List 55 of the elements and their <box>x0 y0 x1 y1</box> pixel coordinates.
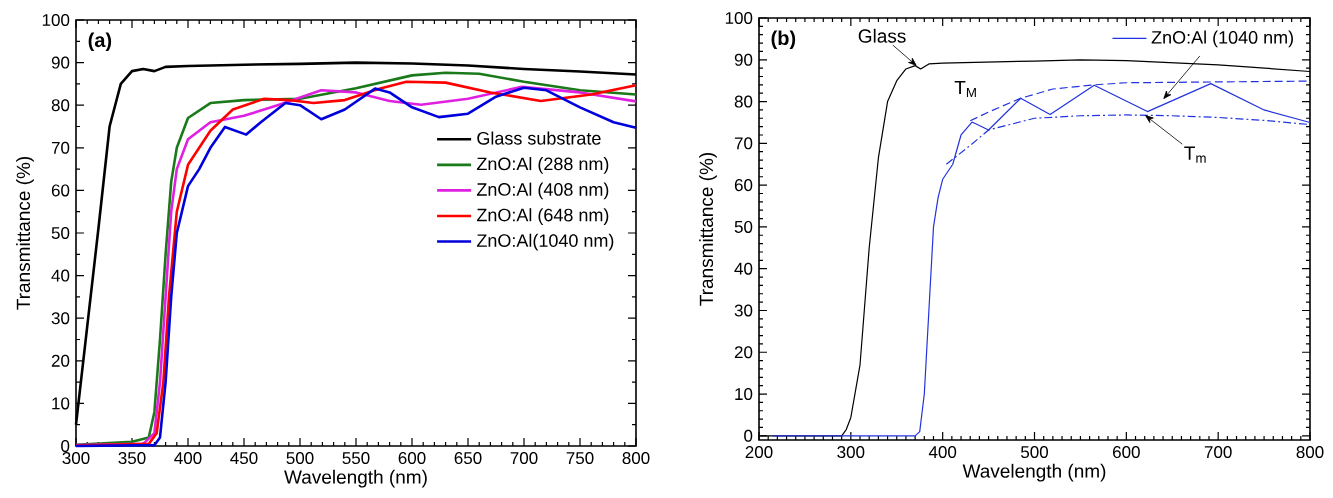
x-axis-title: Wavelength (nm) <box>284 469 427 488</box>
y-tick-label: 100 <box>725 11 753 24</box>
x-tick-label: 300 <box>62 452 90 465</box>
y-tick-label: 0 <box>61 439 70 453</box>
x-tick-label: 550 <box>342 452 370 465</box>
y-tick-label: 70 <box>51 141 70 154</box>
legend-label: Glass substrate <box>477 131 601 145</box>
y-tick-label: 90 <box>734 53 753 66</box>
x-tick-label: 500 <box>1021 446 1049 459</box>
x-tick-label: 300 <box>837 446 865 459</box>
y-tick-label: 10 <box>735 388 753 401</box>
legend-label: ZnO:Al (648 nm) <box>476 208 609 225</box>
annotation: Glass <box>858 28 906 43</box>
x-tick-label: 400 <box>174 452 202 465</box>
y-tick-label: 50 <box>734 220 753 233</box>
y-tick-label: 100 <box>42 13 70 26</box>
x-tick-label: 600 <box>398 452 426 465</box>
y-tick-label: 50 <box>51 226 70 240</box>
legend-label: ZnO:Al (1040 nm) <box>1151 30 1293 48</box>
y-tick-label: 60 <box>51 184 70 197</box>
x-tick-label: 700 <box>510 452 538 465</box>
legend-label: ZnO:Al (288 nm) <box>476 157 609 174</box>
y-tick-label: 20 <box>734 346 753 359</box>
x-tick-label: 650 <box>454 452 482 465</box>
y-tick-label: 30 <box>734 304 753 317</box>
legend-label: ZnO:Al (408 nm) <box>476 182 609 200</box>
y-tick-label: 70 <box>734 137 753 150</box>
x-tick-label: 750 <box>566 452 594 465</box>
y-tick-label: 40 <box>734 262 753 275</box>
x-tick-label: 500 <box>286 452 314 465</box>
y-tick-label: 40 <box>51 269 70 282</box>
x-tick-label: 800 <box>1296 446 1324 459</box>
x-tick-label: 350 <box>118 452 146 465</box>
annotation: (a) <box>88 32 112 52</box>
annotation: (b) <box>771 30 796 50</box>
y-tick-label: 30 <box>51 312 70 325</box>
x-tick-label: 400 <box>928 446 957 459</box>
x-axis-title: Wavelength (nm) <box>962 463 1106 482</box>
y-tick-label: 10 <box>52 397 70 410</box>
y-tick-label: 20 <box>51 354 70 367</box>
x-tick-label: 200 <box>745 446 773 459</box>
y-tick-label: 0 <box>744 429 753 442</box>
annotation: T$_{m}$ <box>1184 146 1206 163</box>
y-tick-label: 80 <box>51 99 70 112</box>
x-tick-label: 600 <box>1113 446 1140 459</box>
y-tick-label: 90 <box>51 56 70 69</box>
annotation: T$_{M}$ <box>954 81 976 98</box>
x-tick-label: 450 <box>230 452 258 465</box>
y-tick-label: 60 <box>734 179 753 192</box>
y-axis-title: Transmittance (%) <box>699 152 717 306</box>
y-tick-label: 80 <box>734 95 753 108</box>
x-tick-label: 800 <box>622 452 650 465</box>
legend-label: ZnO:Al(1040 nm) <box>476 233 614 251</box>
y-axis-title: Transmittance (%) <box>16 156 34 310</box>
x-tick-label: 700 <box>1204 446 1232 459</box>
